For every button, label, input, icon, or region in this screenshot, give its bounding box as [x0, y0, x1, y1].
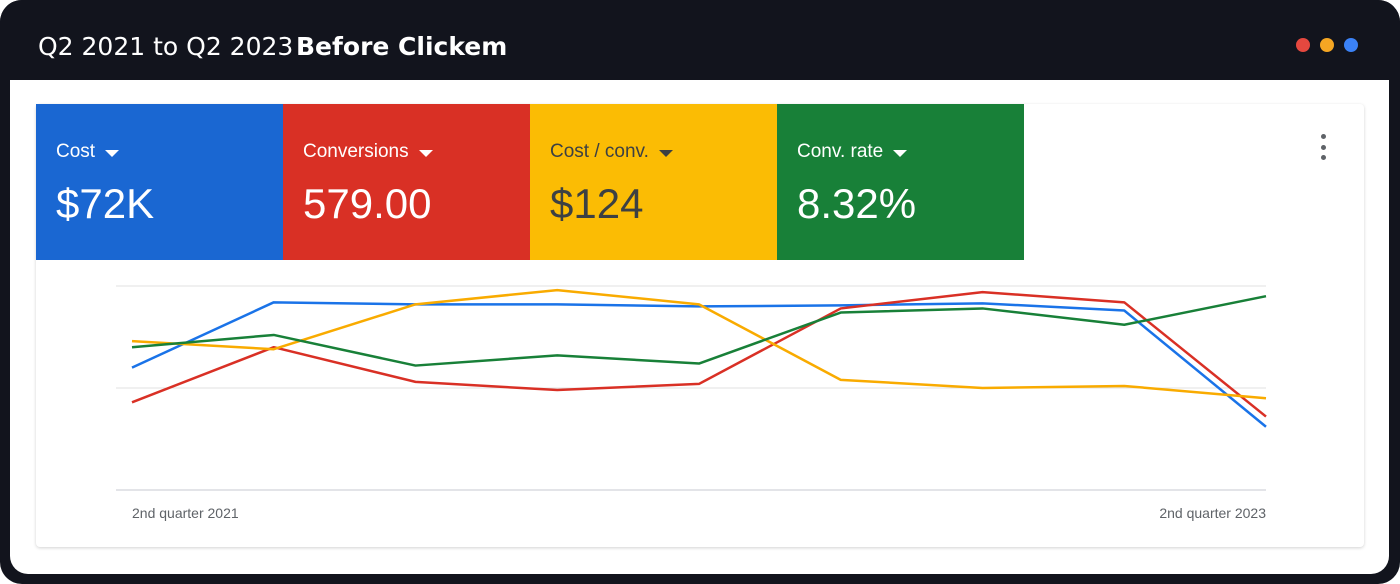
more-vert-icon[interactable] [1318, 134, 1328, 160]
x-tick-label-0: 2nd quarter 2021 [132, 505, 239, 521]
series-line-2[interactable] [131, 288, 1267, 400]
metric-value: $72K [56, 180, 155, 227]
metric-tile-cost-per-conv[interactable]: Cost / conv. $124 [530, 104, 777, 260]
metric-value: 579.00 [303, 180, 432, 227]
metric-label: Cost [56, 141, 96, 162]
window-controls [1296, 38, 1358, 52]
metric-label: Conversions [303, 141, 409, 162]
series-line-0[interactable] [131, 301, 1267, 428]
metric-value: $124 [550, 180, 644, 227]
performance-card: Cost $72K Conversions 579.00 Cost / conv… [36, 104, 1364, 547]
dropdown-caret-icon[interactable] [893, 149, 908, 157]
x-tick-label-1: 2nd quarter 2023 [1159, 505, 1266, 521]
chart-grid [116, 285, 1266, 491]
red-dot-icon[interactable] [1296, 38, 1310, 52]
metric-value: 8.32% [797, 180, 917, 227]
title-bar: Q2 2021 to Q2 2023 Before Clickem [0, 0, 1400, 80]
report-title: Before Clickem [296, 32, 508, 61]
metric-tile-cost[interactable]: Cost $72K [36, 104, 283, 260]
chart-series [131, 288, 1267, 428]
metric-label: Cost / conv. [550, 141, 649, 162]
line-chart: 2nd quarter 2021 2nd quarter 2023 [116, 285, 1267, 521]
chart-x-axis: 2nd quarter 2021 2nd quarter 2023 [132, 505, 1266, 521]
yellow-dot-icon[interactable] [1320, 38, 1334, 52]
metric-tile-conversions[interactable]: Conversions 579.00 [283, 104, 530, 260]
series-line-1[interactable] [131, 290, 1267, 418]
metric-tiles: Cost $72K Conversions 579.00 Cost / conv… [36, 104, 1024, 260]
metric-tile-conv-rate[interactable]: Conv. rate 8.32% [777, 104, 1024, 260]
dropdown-caret-icon[interactable] [658, 149, 673, 157]
blue-dot-icon[interactable] [1344, 38, 1358, 52]
date-range-title: Q2 2021 to Q2 2023 [38, 32, 294, 61]
series-line-3[interactable] [131, 294, 1267, 367]
dropdown-caret-icon[interactable] [418, 149, 433, 157]
metric-label: Conv. rate [797, 141, 884, 162]
content-area: Cost $72K Conversions 579.00 Cost / conv… [10, 80, 1389, 574]
dropdown-caret-icon[interactable] [105, 149, 120, 157]
